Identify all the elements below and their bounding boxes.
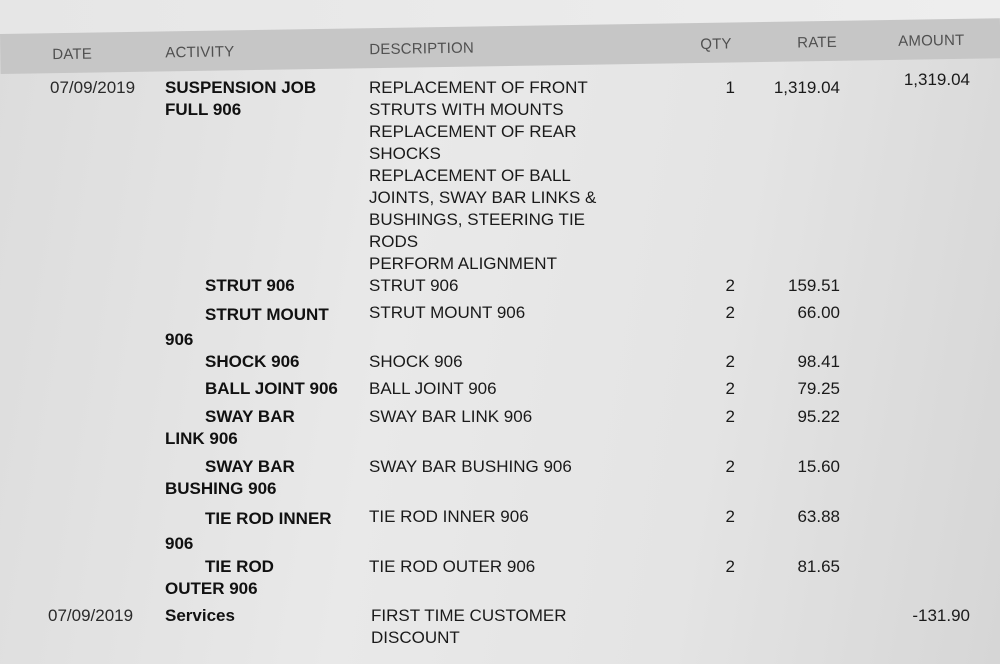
row-activity: TIE ROD INNER 906: [165, 509, 332, 553]
header-rate: RATE: [797, 33, 838, 52]
header-date: DATE: [52, 45, 93, 64]
row-qty: 2: [725, 379, 735, 398]
row-activity: STRUT 906: [205, 276, 295, 295]
row-rate: 66.00: [797, 303, 840, 322]
row-rate: 63.88: [797, 507, 840, 526]
row-activity: SWAY BAR LINK 906: [165, 407, 295, 448]
row-activity: TIE ROD OUTER 906: [165, 557, 274, 598]
row-qty: 2: [725, 276, 735, 295]
row-description: REPLACEMENT OF FRONT STRUTS WITH MOUNTS …: [369, 78, 597, 273]
row-qty: 2: [725, 303, 735, 322]
row-description: TIE ROD OUTER 906: [369, 557, 536, 576]
row-description: BALL JOINT 906: [369, 379, 497, 398]
row-qty: 2: [725, 407, 735, 426]
row-rate: 15.60: [797, 457, 840, 476]
row-qty: 2: [725, 507, 735, 526]
row-description: TIE ROD INNER 906: [369, 507, 529, 526]
row-description: STRUT 906: [369, 276, 459, 295]
row-rate: 159.51: [788, 276, 840, 295]
row-description: SWAY BAR BUSHING 906: [369, 457, 572, 476]
row-activity: SHOCK 906: [205, 352, 300, 371]
row-date: 07/09/2019: [48, 606, 134, 625]
header-activity: ACTIVITY: [165, 43, 235, 62]
row-rate: 81.65: [797, 557, 840, 576]
row-description: SHOCK 906: [369, 352, 463, 371]
row-activity: BALL JOINT 906: [205, 379, 338, 398]
row-rate: 98.41: [797, 352, 840, 371]
row-date: 07/09/2019: [50, 78, 136, 97]
row-qty: 2: [725, 457, 735, 476]
row-rate: 95.22: [797, 407, 840, 426]
row-rate: 79.25: [797, 379, 840, 398]
row-description: STRUT MOUNT 906: [369, 303, 526, 322]
row-activity: Services: [165, 606, 235, 625]
row-amount: -131.90: [912, 606, 970, 625]
row-activity: SUSPENSION JOB FULL 906: [165, 78, 317, 119]
header-description: DESCRIPTION: [369, 39, 475, 59]
row-activity: STRUT MOUNT 906: [165, 305, 329, 349]
header-qty: QTY: [700, 35, 732, 54]
row-description: SWAY BAR LINK 906: [369, 407, 533, 426]
header-amount: AMOUNT: [898, 31, 965, 50]
row-activity: SWAY BAR BUSHING 906: [165, 457, 295, 498]
row-qty: 2: [725, 352, 735, 371]
row-qty: 2: [725, 557, 735, 576]
row-qty: 1: [725, 78, 735, 97]
row-description: FIRST TIME CUSTOMER DISCOUNT: [371, 606, 567, 647]
row-rate: 1,319.04: [773, 78, 840, 97]
row-amount: 1,319.04: [903, 70, 970, 89]
